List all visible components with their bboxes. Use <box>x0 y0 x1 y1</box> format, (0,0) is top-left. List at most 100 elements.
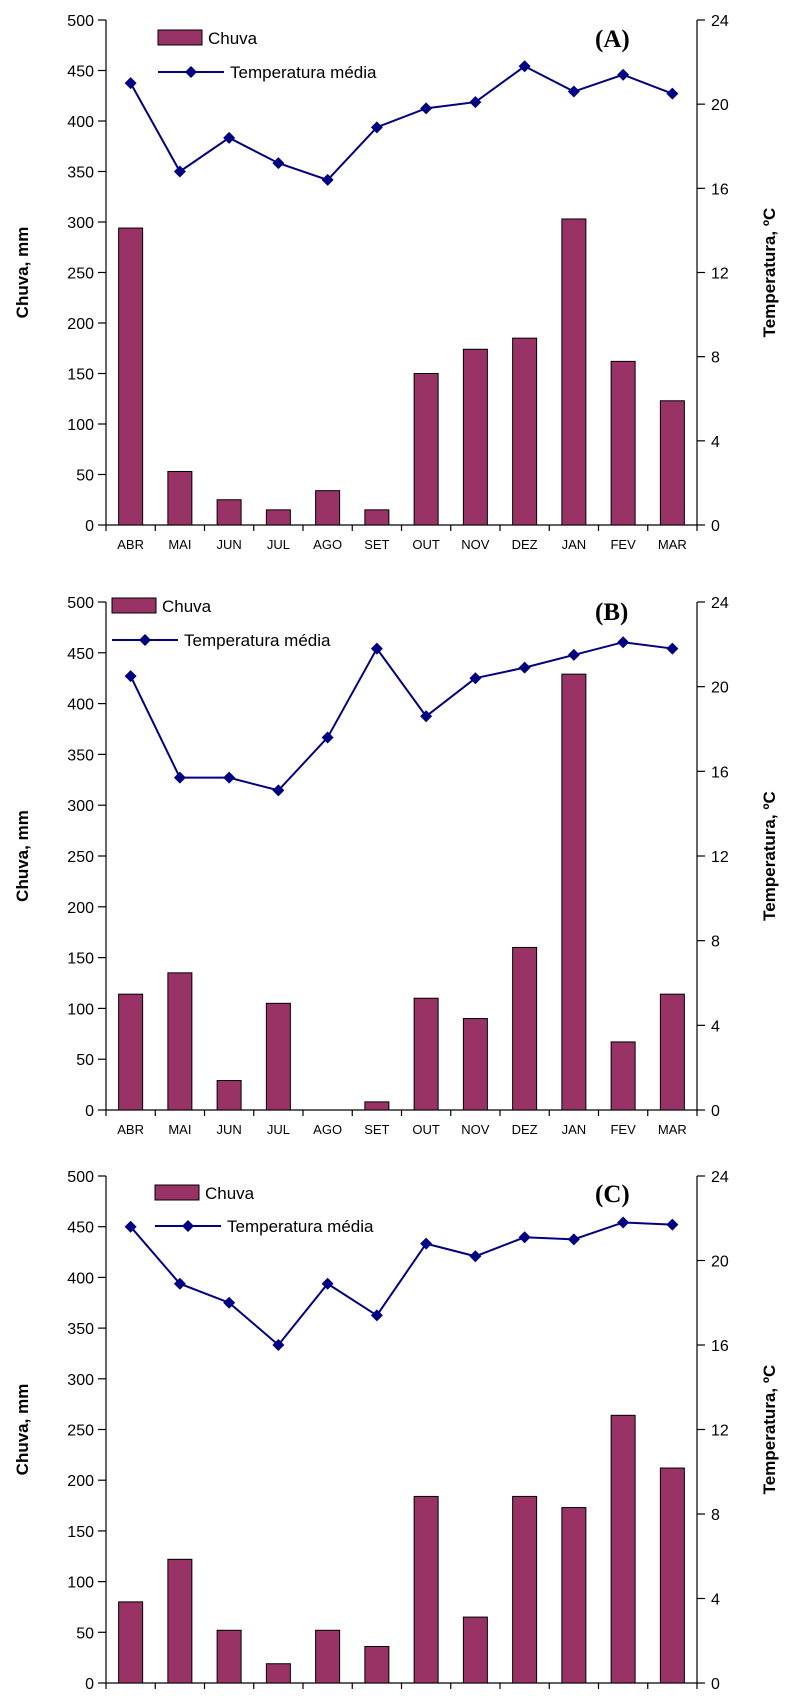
panel-label: (C) <box>595 1181 630 1208</box>
y-tick-label: 500 <box>67 1169 94 1186</box>
bar <box>413 997 439 1111</box>
y2-tick-label: 24 <box>711 13 729 30</box>
bar <box>216 1629 242 1684</box>
y2-tick-label: 20 <box>711 97 729 114</box>
x-tick-label: MAR <box>658 1695 687 1698</box>
temperature-point <box>370 121 383 134</box>
y-tick-label: 100 <box>67 1575 94 1592</box>
temperature-point <box>567 1233 580 1246</box>
y-tick-label: 200 <box>67 1473 94 1490</box>
temperature-point <box>124 1220 137 1233</box>
temperature-point <box>173 165 186 178</box>
y2-tick-label: 4 <box>711 1018 720 1035</box>
y2-tick-label: 8 <box>711 934 720 951</box>
legend-label-chuva: Chuva <box>162 597 212 616</box>
y-tick-label: 150 <box>67 951 94 968</box>
legend-swatch-chuva <box>157 29 203 46</box>
x-tick-label: OUT <box>412 1695 440 1698</box>
bar <box>265 1002 291 1111</box>
y2-axis-title: Temperatura, ºC <box>760 1365 779 1495</box>
legend-label-chuva: Chuva <box>205 1184 255 1203</box>
temperature-point <box>223 131 236 144</box>
bar <box>118 227 144 526</box>
bar <box>462 348 488 526</box>
x-tick-label: MAI <box>168 1695 191 1698</box>
x-tick-label: NOV <box>461 537 490 552</box>
x-tick-label: MAR <box>658 537 687 552</box>
legend-label-chuva: Chuva <box>208 29 258 48</box>
bar <box>512 946 538 1111</box>
x-tick-label: JUN <box>216 537 241 552</box>
legend: Chuva Temperatura média <box>111 597 331 650</box>
x-tick-label: JUL <box>267 1695 290 1698</box>
bar <box>610 1414 636 1684</box>
y-tick-label: 300 <box>67 798 94 815</box>
bar <box>462 1018 488 1111</box>
y2-tick-label: 0 <box>711 518 720 535</box>
temperature-point <box>617 68 630 81</box>
y-tick-label: 450 <box>67 646 94 663</box>
chart-panel-a: 0 50 100 150 200 250 300 350 400 450 500 0 4 8 12 16 20 2… <box>13 13 779 552</box>
x-tick-label: ABR <box>117 1695 144 1698</box>
bar <box>364 509 390 526</box>
x-tick-label: JUN <box>216 1695 241 1698</box>
temperature-point <box>173 771 186 784</box>
bar <box>265 509 291 526</box>
temperature-point <box>666 642 679 655</box>
temperature-line <box>129 1221 673 1347</box>
y2-tick-label: 12 <box>711 1423 729 1440</box>
y2-tick-label: 0 <box>711 1676 720 1693</box>
y-tick-label: 100 <box>67 417 94 434</box>
temperature-point <box>321 731 334 744</box>
chart-panel-c: 0 50 100 150 200 250 300 350 400 450 500 0 4 8 12 16 20 2… <box>13 1169 779 1698</box>
y2-tick-label: 16 <box>711 181 729 198</box>
bar <box>364 1645 390 1684</box>
chart-panel-b: 0 50 100 150 200 250 300 350 400 450 500 0 4 8 12 16 20 2… <box>13 595 779 1137</box>
x-tick-label: MAI <box>168 537 191 552</box>
y-tick-label: 250 <box>67 266 94 283</box>
y2-tick-label: 12 <box>711 266 729 283</box>
temperature-point <box>666 87 679 100</box>
y2-tick-label: 4 <box>711 434 720 451</box>
x-tick-label: DEZ <box>512 1695 538 1698</box>
legend-label-temperatura: Temperatura média <box>227 1217 374 1236</box>
legend-swatch-chuva <box>111 597 157 614</box>
temperature-point <box>420 102 433 115</box>
x-tick-label: DEZ <box>512 537 538 552</box>
bar <box>462 1616 488 1684</box>
y-tick-label: 250 <box>67 849 94 866</box>
temperature-point <box>223 1296 236 1309</box>
temperature-point <box>617 1216 630 1229</box>
legend: Chuva Temperatura média <box>154 1184 374 1236</box>
y-tick-label: 250 <box>67 1423 94 1440</box>
y-tick-label: 0 <box>85 1103 94 1120</box>
bar <box>659 400 685 526</box>
y2-tick-label: 20 <box>711 1254 729 1271</box>
temperature-point <box>420 1237 433 1250</box>
bar <box>413 1495 439 1684</box>
y-tick-label: 200 <box>67 316 94 333</box>
x-tick-label: FEV <box>610 1695 636 1698</box>
temperature-point <box>321 1277 334 1290</box>
temperature-point <box>617 636 630 649</box>
x-tick-label: FEV <box>610 537 636 552</box>
y-axis-title: Chuva, mm <box>13 810 32 902</box>
y-tick-label: 0 <box>85 518 94 535</box>
legend: Chuva Temperatura média <box>157 29 377 82</box>
x-tick-label: JAN <box>562 1122 587 1137</box>
y2-tick-label: 20 <box>711 680 729 697</box>
temperature-point <box>370 642 383 655</box>
temperature-point <box>272 157 285 170</box>
x-tick-label: SET <box>364 537 389 552</box>
bar <box>512 337 538 526</box>
y-tick-label: 350 <box>67 165 94 182</box>
bar <box>216 1080 242 1111</box>
legend-marker-temperatura <box>182 1220 194 1232</box>
bar <box>610 1041 636 1111</box>
y2-axis-title: Temperatura, ºC <box>760 791 779 921</box>
legend-swatch-chuva <box>154 1184 200 1201</box>
temperature-point <box>124 77 137 90</box>
y-axis-title: Chuva, mm <box>13 1384 32 1476</box>
y-tick-label: 400 <box>67 1270 94 1287</box>
x-tick-label: SET <box>364 1122 389 1137</box>
